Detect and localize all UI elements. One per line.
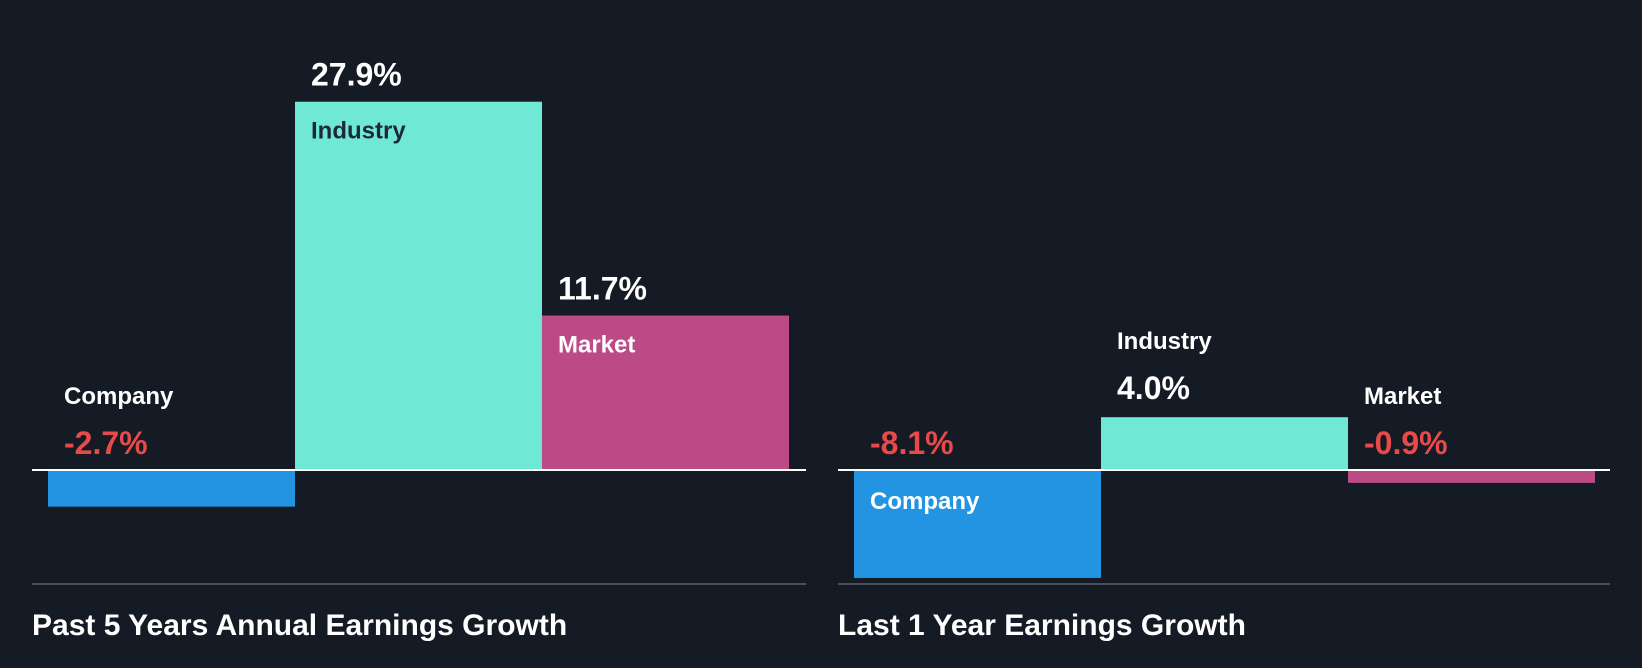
past-5y-chart-title: Past 5 Years Annual Earnings Growth [32,609,567,642]
past-5y-bar-market [542,315,789,470]
last-1y-chart-title: Last 1 Year Earnings Growth [838,609,1246,642]
last-1y-category-label-industry: Industry [1117,328,1212,355]
past-5y-category-label-industry: Industry [311,118,406,145]
last-1y-bar-company [854,471,1101,578]
last-1y-value-label-company: -8.1% [870,425,954,461]
last-1y-bar-market [1348,471,1595,483]
past-5y-bar-industry [295,101,542,470]
past-5y-value-label-company: -2.7% [64,425,148,461]
last-1y-bar-industry [1101,417,1348,470]
last-1y-value-label-industry: 4.0% [1117,370,1190,406]
past-5y-category-label-company: Company [64,383,174,410]
past-5y-value-label-market: 11.7% [558,271,647,307]
past-5y-category-label-market: Market [558,332,635,359]
last-1y-value-label-market: -0.9% [1364,425,1448,461]
past-5y-bar-company [48,471,295,507]
last-1y-category-label-market: Market [1364,383,1441,410]
last-1y-category-label-company: Company [870,488,980,515]
past-5y-value-label-industry: 27.9% [311,57,402,93]
